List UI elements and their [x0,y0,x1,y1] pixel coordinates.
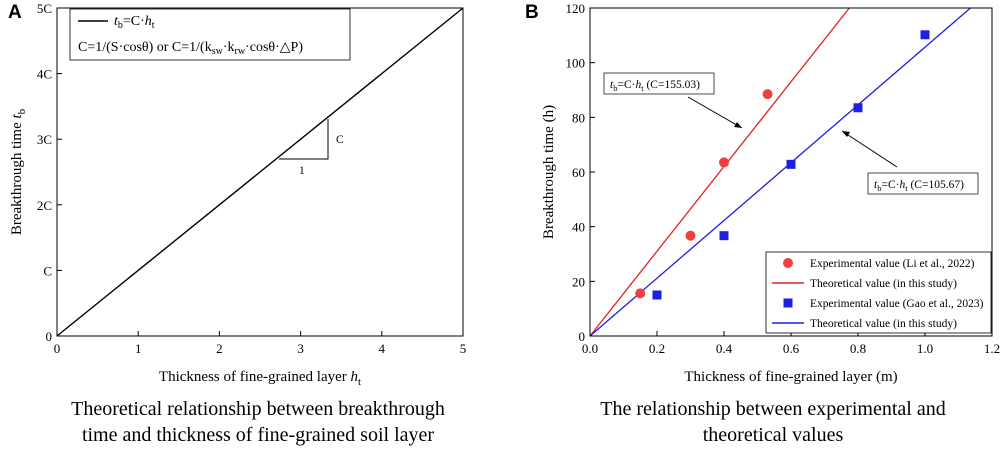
panel-b-x-tick-label: 1.2 [984,341,1000,356]
panel-b: B 0.0 0.2 0.4 0.6 0.8 1.0 1.2 020406080100120 … [525,1,1000,446]
panel-a-x-tick-label: 5 [460,341,467,356]
annotation-red-box [603,72,715,95]
data-point-li-2022 [719,157,729,168]
legend-marker-square [783,298,793,308]
legend-marker-circle [783,258,793,268]
data-point-gao-2023 [786,159,796,169]
data-point-gao-2023 [652,290,662,300]
panel-b-x-tick-label: 0.6 [783,341,800,356]
panel-b-x-axis-title: Thickness of fine-grained layer (m) [684,369,897,385]
panel-a-x-tick-label: 4 [379,341,386,356]
annotation-blue-arrow [841,130,898,168]
panel-a-y-tick-label: 0 [46,329,53,344]
slope-triangle [279,119,329,160]
panel-b-letter: B [525,2,539,23]
panel-b-y-axis: 0 20 40 60 80 100 120 [566,1,595,344]
panel-a-x-axis: 0 1 2 3 4 5 [54,331,467,356]
slope-rise-label: C [336,134,344,146]
slope-run-label: 1 [299,165,305,177]
panel-a-y-axis: 0 C 2C 3C 4C 5C [37,1,62,344]
annotation-red-arrowhead [734,122,742,128]
annotation-blue-arrowhead [842,131,850,137]
panel-b-y-tick-label: 60 [572,165,585,180]
panel-a-x-tick-label: 0 [54,341,61,356]
panel-a-plot-frame [56,7,464,337]
panel-b-legend [765,251,992,334]
panel-b-y-tick-label: 120 [566,1,586,16]
panel-b-theory-lines [589,7,971,337]
data-point-gao-2023 [853,103,863,113]
annotation-blue-label: tb=C·ht (C=105.67) [874,179,964,193]
panel-a-caption-line2: time and thickness of fine-grained soil … [82,424,434,446]
panel-a-caption-line1: Theoretical relationship between breakth… [71,398,445,420]
panel-b-y-tick-label: 100 [566,56,586,71]
panel-b-y-tick-label: 0 [579,329,586,344]
panel-a-y-tick-label: 5C [37,1,52,16]
panel-b-y-tick-label: 80 [572,110,585,125]
theory-line-blue [589,7,971,337]
legend-label-theoretical-value-in-this-study: Theoretical value (in this study) [810,278,957,290]
data-point-gao-2023 [719,231,729,241]
panel-b-y-tick-label: 40 [572,220,585,235]
panel-a-series-line [56,7,464,337]
panel-b-caption-line2: theoretical values [703,424,844,446]
panel-a-legend [69,8,351,61]
panel-a-x-tick-label: 1 [135,341,142,356]
theory-line-red [589,7,851,337]
panel-a-y-tick-label: 3C [37,132,52,147]
panel-a-letter: A [8,2,22,23]
panel-b-x-tick-label: 1.0 [917,341,933,356]
panel-a-x-tick-label: 2 [216,341,223,356]
annotation-blue-box [867,172,979,195]
legend-label-theoretical-value-in-this-study: Theoretical value (in this study) [810,318,957,330]
data-point-li-2022 [635,288,646,299]
panel-a-y-tick-label: 2C [37,198,52,213]
panel-a-legend-label: tb=C·ht [114,14,155,31]
panel-b-x-axis: 0.0 0.2 0.4 0.6 0.8 1.0 1.2 [582,331,1000,356]
panel-b-y-axis-title: Breakthrough time (h) [541,105,557,239]
data-point-li-2022 [685,230,696,241]
legend-label-experimental-value-li-et-al-2022: Experimental value (Li et al., 2022) [810,258,975,270]
panel-b-caption-line1: The relationship between experimental an… [600,398,945,420]
panel-a-x-axis-title: Thickness of fine-grained layer ht [159,369,361,388]
annotation-red-label: tb=C·ht (C=155.03) [610,79,700,93]
panel-b-legend-entries: Experimental value (Li et al., 2022) Theo… [772,258,984,330]
panel-a-y-axis-title: Breakthrough time tb [9,108,28,235]
data-point-gao-2023 [920,30,930,40]
panel-b-y-tick-label: 20 [572,274,585,289]
panel-b-data-points [635,30,930,300]
annotation-red-arrow [687,96,743,129]
data-point-li-2022 [762,89,773,100]
panel-a-x-tick-label: 3 [297,341,304,356]
panel-b-x-tick-label: 0.8 [850,341,866,356]
panel-a-formula: C=1/(S·cosθ) or C=1/(ksw·krw·cosθ·△P) [78,40,303,57]
panel-b-x-tick-label: 0.2 [649,341,665,356]
panel-a: A 0 1 2 3 4 5 0 C 2C 3C 4C 5C C 1 tb=C·ht C=1/(S·c… [8,1,466,446]
panel-a-y-tick-label: C [43,263,52,278]
panel-a-y-tick-label: 4C [37,67,52,82]
panel-b-x-tick-label: 0.0 [582,341,598,356]
panel-b-x-tick-label: 0.4 [716,341,733,356]
legend-label-experimental-value-gao-et-al-2023: Experimental value (Gao et al., 2023) [810,298,984,310]
